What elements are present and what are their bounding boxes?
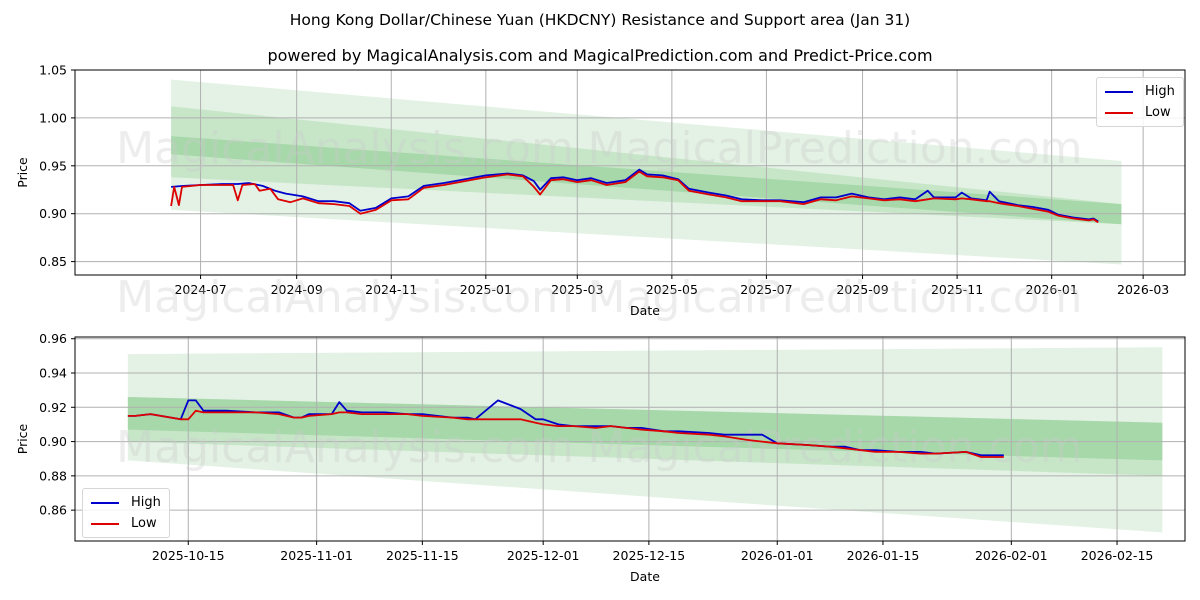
chart-panel-1: 0.85 0.90 0.95 1.00 1.05 2024-07 2024-09 2024-1… [15, 63, 1186, 323]
x-tick-label: 2024-07 [174, 282, 226, 297]
series-low-line [127, 409, 1004, 458]
legend-label-low: Low [131, 516, 157, 531]
chart-panel-2: 0.86 0.88 0.90 0.92 0.94 0.96 2025-10-15 2025-1… [15, 331, 1186, 584]
band-outer [171, 79, 1122, 265]
series-low-line [170, 170, 1099, 224]
x-tick-label: 2025-11-15 [386, 548, 459, 563]
y-tick-label: 0.96 [39, 331, 67, 346]
legend-item-low: Low [91, 513, 161, 534]
legend-label-high: High [131, 495, 161, 510]
x-tick-label: 2025-12-15 [613, 548, 686, 563]
x-tick-label: 2025-09 [836, 282, 888, 297]
watermark: MagicalAnalysis.com [116, 123, 574, 174]
x-axis-label: Date [630, 303, 660, 318]
legend-label-high: High [1145, 84, 1175, 99]
x-tick-label: 2025-03 [551, 282, 603, 297]
y-tick-label: 0.90 [39, 434, 67, 449]
legend-item-low: Low [1105, 102, 1175, 123]
x-tick-label: 2025-01 [460, 282, 512, 297]
watermark: MagicalAnalysis.com [116, 272, 574, 323]
x-tick-label: 2025-11-01 [280, 548, 353, 563]
x-tick-label: 2025-10-15 [152, 548, 225, 563]
watermark: MagicalPrediction.com [588, 272, 1083, 323]
band-inner [171, 136, 1122, 225]
x-tick-label: 2025-11 [931, 282, 983, 297]
plot-frame [74, 69, 1186, 276]
watermark: MagicalPrediction.com [588, 123, 1083, 174]
plot-frame [74, 336, 1186, 542]
y-tick-label: 0.92 [39, 400, 67, 415]
watermark: MagicalAnalysis.com [116, 422, 574, 473]
y-tick-label: 0.88 [39, 468, 67, 483]
high-line-swatch [91, 501, 119, 504]
y-tick-label: 0.95 [39, 158, 67, 173]
x-tick-label: 2026-02-15 [1081, 548, 1154, 563]
y-tick-label: 0.85 [39, 254, 67, 269]
chart-title: Hong Kong Dollar/Chinese Yuan (HKDCNY) R… [289, 11, 911, 29]
high-line-swatch [1105, 90, 1133, 93]
x-tick-label: 2026-02-01 [975, 548, 1048, 563]
low-line-swatch [1105, 111, 1133, 114]
legend-top: High Low [1096, 77, 1184, 127]
y-axis-label: Price [15, 157, 30, 188]
legend-item-high: High [91, 492, 161, 513]
x-tick-label: 2024-09 [271, 282, 323, 297]
legend-label-low: Low [1145, 105, 1171, 120]
legend-item-high: High [1105, 81, 1175, 102]
x-tick-label: 2025-12-01 [507, 548, 580, 563]
y-tick-label: 0.86 [39, 503, 67, 518]
chart-subtitle: powered by MagicalAnalysis.com and Magic… [267, 46, 933, 65]
y-axis-label: Price [15, 423, 30, 454]
x-tick-label: 2026-03 [1117, 282, 1169, 297]
legend-bottom: High Low [82, 488, 170, 538]
x-tick-label: 2024-11 [365, 282, 417, 297]
x-tick-label: 2026-01-15 [847, 548, 920, 563]
x-tick-label: 2025-05 [646, 282, 698, 297]
y-tick-label: 1.00 [39, 110, 67, 125]
low-line-swatch [91, 522, 119, 525]
y-tick-label: 0.90 [39, 206, 67, 221]
band-middle [127, 397, 1163, 476]
x-tick-label: 2026-01 [1026, 282, 1078, 297]
x-tick-label: 2026-01-01 [741, 548, 814, 563]
y-tick-label: 1.05 [39, 63, 67, 78]
band-outer [127, 347, 1163, 533]
x-tick-label: 2025-07 [740, 282, 792, 297]
y-tick-label: 0.94 [39, 366, 67, 381]
x-axis-label: Date [630, 569, 660, 584]
